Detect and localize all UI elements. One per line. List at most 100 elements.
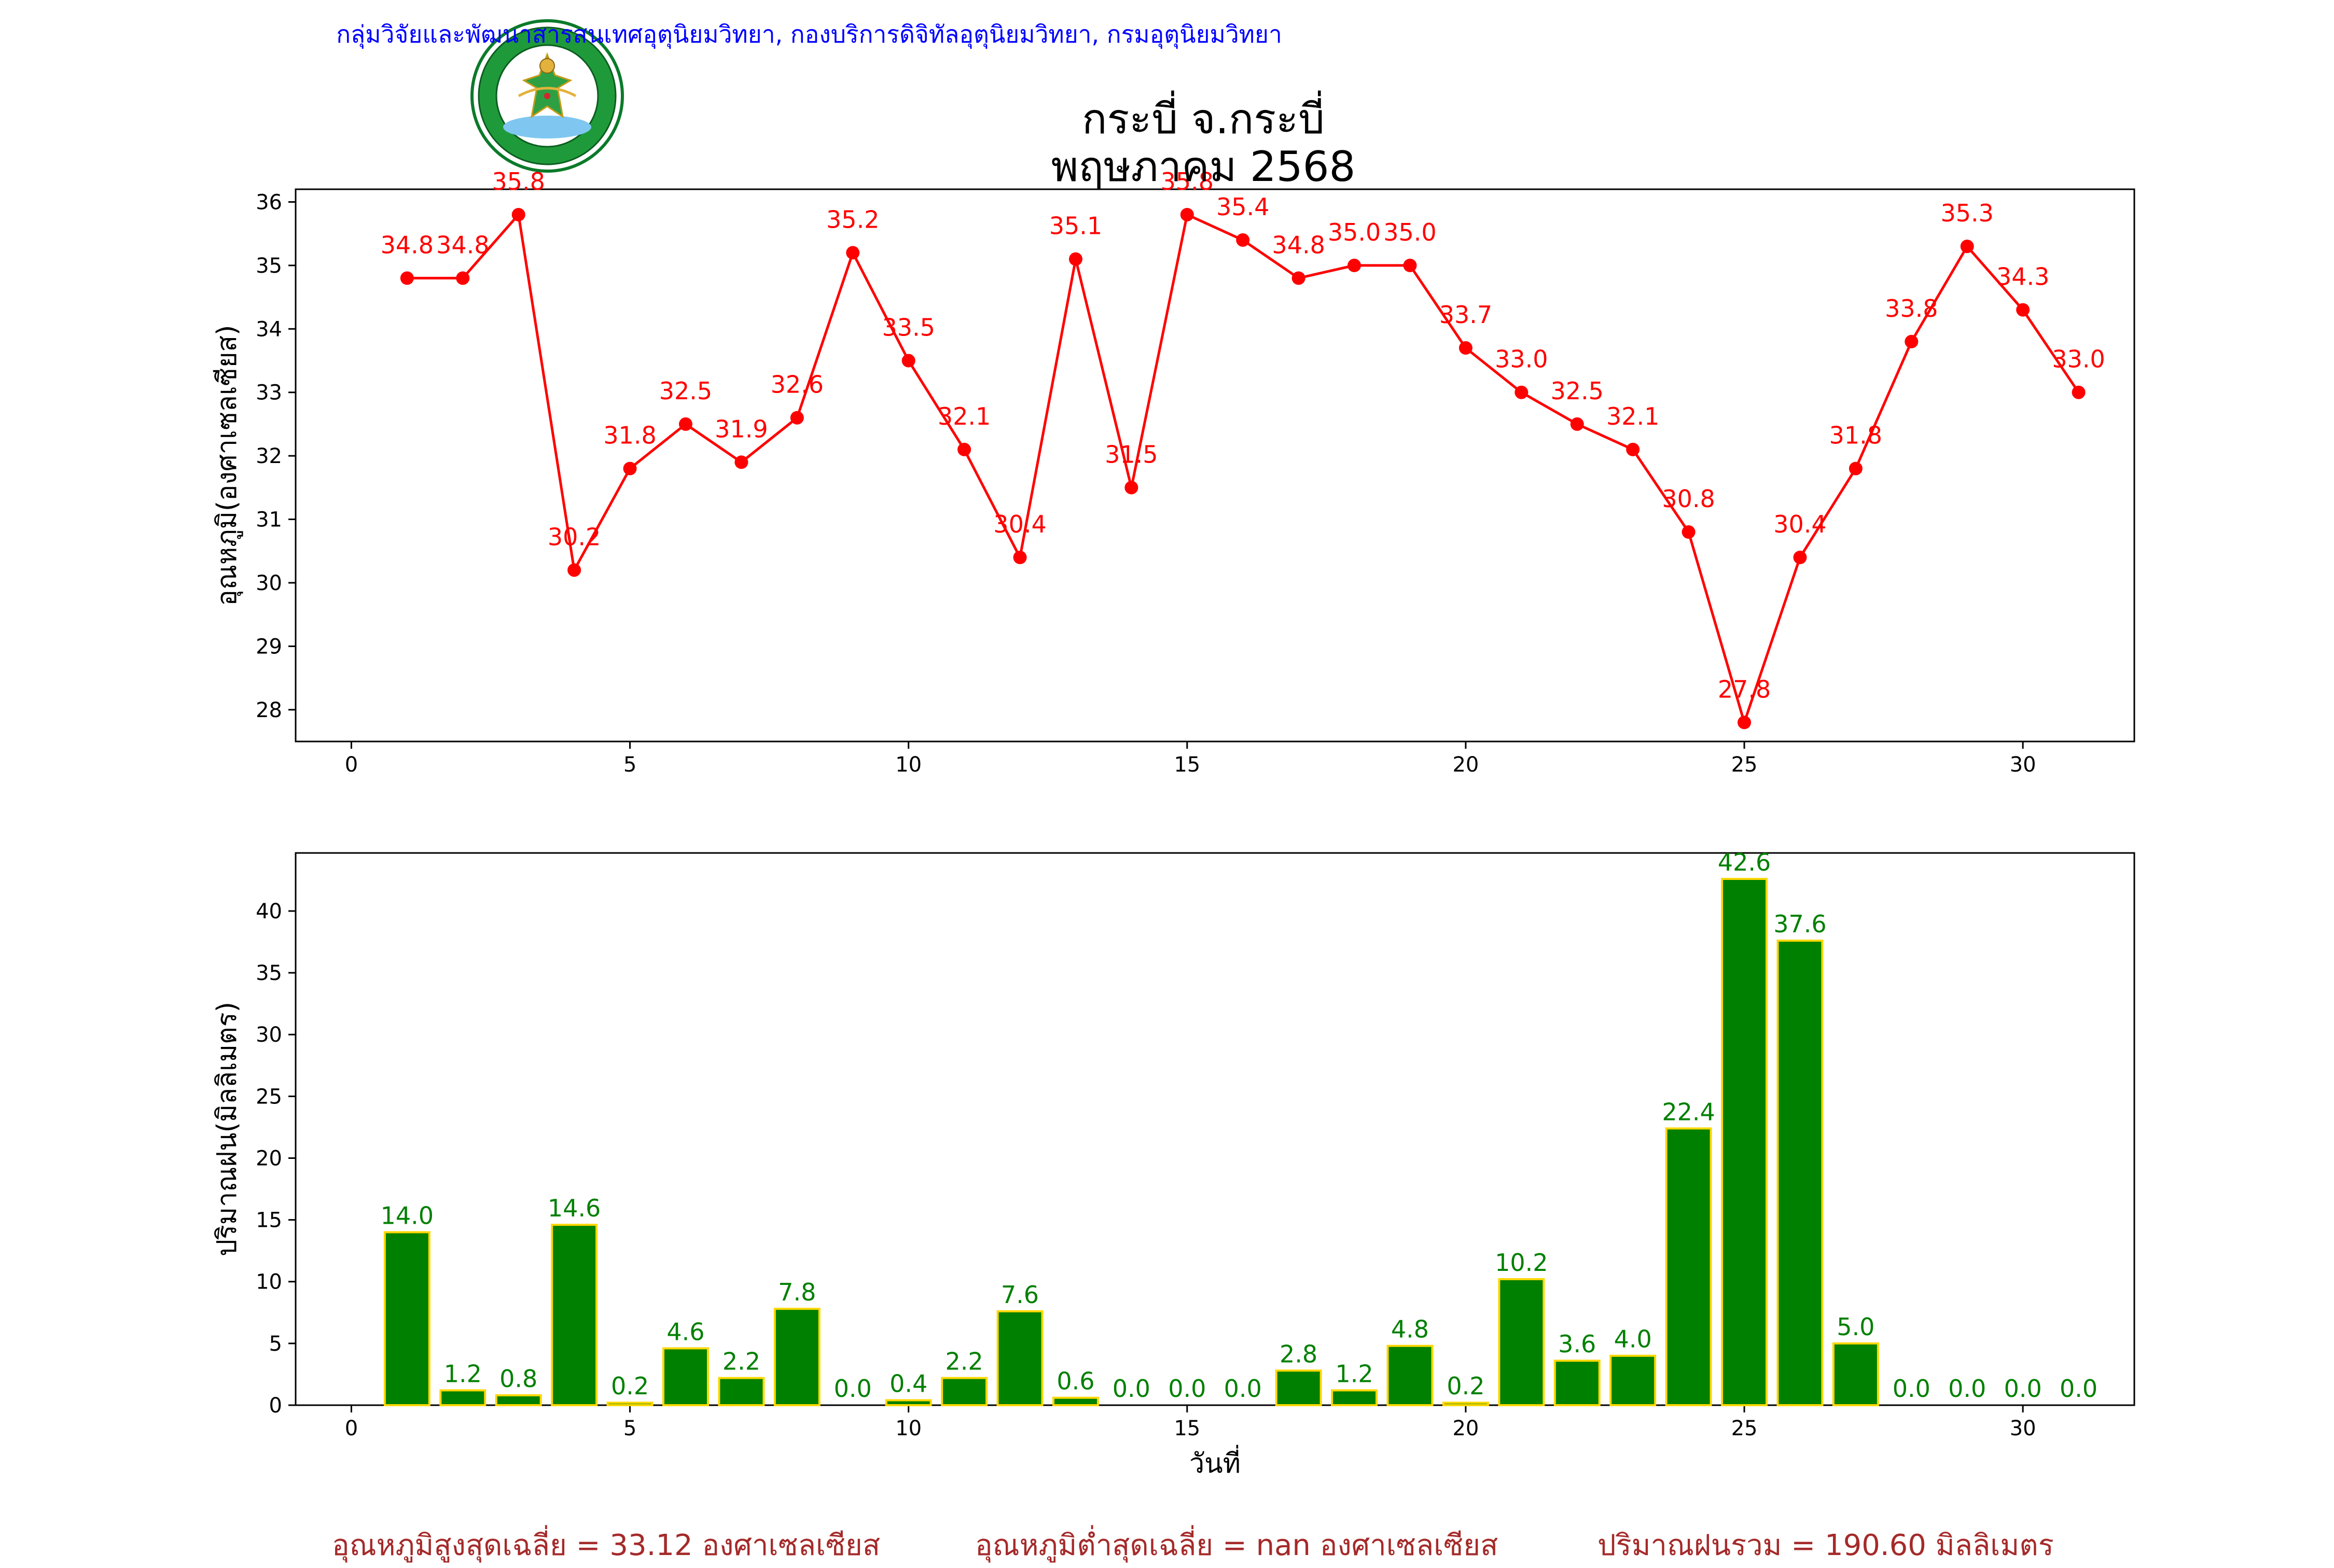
rainfall-bar [1442, 1402, 1489, 1406]
y-tick-label: 33 [256, 381, 282, 405]
rainfall-bar [495, 1394, 542, 1407]
temperature-point [1849, 461, 1863, 475]
rainfall-bar [1386, 1345, 1434, 1407]
y-tick-label: 36 [256, 190, 282, 214]
temperature-data-label: 32.1 [1606, 402, 1659, 430]
y-tick-label: 34 [256, 317, 282, 341]
temperature-point [846, 246, 860, 260]
avg-min-temperature: อุณหภูมิต่ำสุดเฉลี่ย = nan องศาเซลเซียส [975, 1529, 1498, 1562]
temperature-data-label: 32.1 [938, 402, 991, 430]
temperature-chart: 0 5 10 15 20 25 30 28 29 30 31 32 33 34 35 36 อุณหภูมิ(อ… [212, 167, 2135, 777]
temperature-data-label: 35.8 [1161, 167, 1214, 195]
rainfall-bar [941, 1377, 988, 1407]
temperature-point [1347, 258, 1362, 272]
temperature-data-label: 32.5 [1551, 377, 1604, 405]
rainfall-data-label: 0.0 [2060, 1375, 2097, 1403]
temperature-point [2072, 385, 2086, 399]
temperature-data-label: 31.8 [603, 422, 656, 450]
rainfall-data-label: 1.2 [444, 1360, 482, 1388]
rainfall-bar [1331, 1389, 1378, 1407]
temperature-point [1626, 442, 1640, 456]
plot-frame [295, 188, 2135, 743]
rainfall-data-label: 22.4 [1662, 1098, 1715, 1126]
y-tick-label: 31 [256, 508, 282, 532]
temperature-data-label: 34.8 [381, 231, 434, 259]
temperature-data-label: 34.8 [436, 231, 489, 259]
temperature-data-label: 34.8 [1272, 231, 1325, 259]
x-tick-label: 15 [1174, 753, 1200, 777]
rainfall-data-label: 2.8 [1280, 1340, 1317, 1368]
temperature-point [1236, 233, 1250, 247]
rainfall-bar [1721, 878, 1768, 1406]
x-tick-label: 10 [895, 1417, 922, 1440]
header-credit: กลุ่มวิจัยและพัฒนาสารสนเทศอุตุนิยมวิทยา,… [336, 20, 1282, 48]
temperature-point [1013, 551, 1027, 564]
temperature-point [1738, 716, 1752, 730]
temperature-series-line [407, 212, 2080, 727]
temperature-data-label: 30.4 [993, 510, 1046, 538]
temperature-data-label: 30.4 [1773, 510, 1826, 538]
rainfall-bar [1052, 1396, 1099, 1406]
rainfall-data-label: 3.6 [1558, 1330, 1596, 1358]
rainfall-data-label: 10.2 [1495, 1249, 1548, 1277]
temperature-point [1458, 341, 1472, 355]
temperature-point [567, 563, 581, 577]
temperature-point [456, 271, 470, 285]
y-tick-label: 10 [256, 1270, 282, 1294]
rainfall-bar [1665, 1127, 1712, 1407]
rainfall-bar [1553, 1360, 1601, 1407]
rainfall-data-label: 1.2 [1335, 1360, 1373, 1388]
rainfall-data-label: 0.0 [1113, 1375, 1150, 1403]
x-tick-label: 5 [623, 753, 636, 777]
rainfall-data-label: 0.2 [1447, 1372, 1484, 1400]
rainfall-data-label: 2.2 [723, 1348, 760, 1376]
rainfall-data-label: 0.0 [2004, 1375, 2042, 1403]
rainfall-bar [439, 1389, 487, 1407]
x-tick-label: 30 [2010, 1417, 2036, 1440]
temperature-point [734, 455, 748, 469]
temperature-point [623, 461, 637, 475]
temperature-point [511, 207, 525, 221]
y-tick-label: 28 [256, 698, 282, 722]
rainfall-data-label: 14.0 [381, 1201, 434, 1229]
temperature-data-label: 30.8 [1662, 485, 1715, 513]
temperature-data-label: 31.5 [1105, 440, 1158, 468]
x-axis-label: วันที่ [1189, 1445, 1241, 1479]
temperature-point [1793, 551, 1807, 564]
rainfall-data-label: 4.0 [1614, 1325, 1652, 1353]
temperature-data-label: 34.3 [1996, 263, 2049, 291]
rainfall-data-label: 37.6 [1773, 910, 1826, 938]
y-tick-label: 35 [256, 254, 282, 278]
temperature-point [1682, 525, 1696, 539]
rainfall-data-label: 5.0 [1837, 1313, 1874, 1341]
temperature-data-label: 31.9 [715, 415, 768, 443]
temperature-point [1403, 258, 1417, 272]
rainfall-data-label: 0.0 [1168, 1375, 1206, 1403]
y-tick-label: 5 [269, 1332, 282, 1356]
y-tick-label: 40 [256, 900, 282, 923]
rainfall-data-label: 0.6 [1057, 1367, 1094, 1395]
rainfall-chart: 0 5 10 15 20 25 30 0 5 10 15 20 25 30 35 40 ปริมาณฝน(มิล… [212, 848, 2135, 1479]
rainfall-bar [662, 1347, 709, 1406]
temperature-data-label: 33.0 [1495, 345, 1548, 373]
rainfall-bar [1275, 1369, 1322, 1406]
avg-max-temperature: อุณหภูมิสูงสุดเฉลี่ย = 33.12 องศาเซลเซีย… [332, 1529, 881, 1562]
x-tick-label: 15 [1174, 1417, 1200, 1440]
temperature-point [1124, 481, 1138, 495]
temperature-point [1905, 334, 1919, 348]
rainfall-bar [383, 1231, 430, 1406]
rainfall-bar [606, 1402, 654, 1406]
rainfall-data-label: 0.4 [890, 1369, 927, 1397]
y-tick-label: 30 [256, 1023, 282, 1047]
temperature-point [790, 411, 804, 425]
y-tick-label: 35 [256, 961, 282, 985]
y-tick-label: 15 [256, 1209, 282, 1233]
temperature-data-label: 33.5 [882, 314, 935, 342]
rainfall-bar [1498, 1278, 1545, 1407]
rainfall-data-label: 0.0 [1948, 1375, 1986, 1403]
temperature-point [1515, 385, 1529, 399]
rainfall-data-label: 0.8 [499, 1365, 537, 1393]
x-tick-label: 5 [623, 1417, 636, 1440]
temperature-data-label: 35.4 [1216, 193, 1269, 221]
